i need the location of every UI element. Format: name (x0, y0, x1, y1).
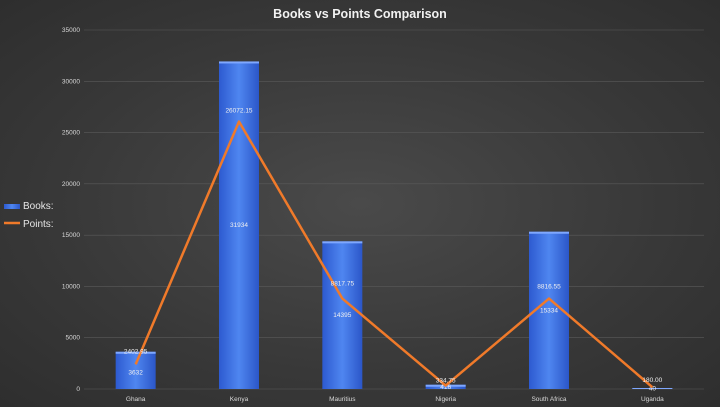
point-value-label: 8817.75 (331, 281, 355, 288)
bar-ghana (115, 351, 156, 389)
y-tick-label: 35000 (62, 27, 80, 34)
legend-books-swatch (4, 204, 20, 209)
x-category-label: South Africa (531, 396, 566, 403)
x-category-label: Mauritius (329, 396, 356, 403)
x-category-label: Ghana (126, 396, 146, 403)
bar-mauritius (322, 241, 363, 389)
bar-value-label: 3632 (128, 369, 143, 376)
y-tick-label: 5000 (66, 335, 81, 342)
bar-highlight (632, 388, 673, 389)
y-tick-label: 10000 (62, 283, 80, 290)
legend-books-label: Books: (23, 201, 54, 212)
y-tick-label: 15000 (62, 232, 80, 239)
point-value-label: 180.00 (642, 377, 662, 384)
bar-value-label: 15334 (540, 307, 558, 314)
y-tick-label: 20000 (62, 181, 80, 188)
point-value-label: 8816.55 (537, 284, 561, 291)
legend-points-label: Points: (23, 219, 54, 230)
point-value-labels: 2402.95 26072.15 8817.75 334.75 8816.55 180.0… (124, 108, 663, 385)
gridlines (84, 29, 704, 390)
bar-nigeria (425, 384, 466, 389)
bar-value-label: 14395 (333, 312, 351, 319)
bar-highlight (529, 231, 569, 234)
y-tick-label: 25000 (62, 130, 80, 137)
x-category-label: Nigeria (435, 396, 456, 403)
legend: Books: Points: (4, 201, 54, 230)
x-axis-categories: Ghana Kenya Mauritius Nigeria South Africa Ug… (126, 396, 664, 403)
x-category-label: Kenya (230, 396, 249, 403)
bar-value-label: 40 (649, 386, 657, 393)
bar-value-label: 416 (440, 384, 451, 391)
bar-kenya (219, 61, 259, 390)
point-value-label: 26072.15 (225, 108, 252, 115)
bar-value-labels: 3632 31934 14395 416 15334 40 (128, 222, 656, 392)
bar-highlight (115, 351, 156, 354)
point-value-label: 334.75 (436, 378, 456, 385)
bar-value-label: 31934 (230, 222, 248, 229)
chart-title: Books vs Points Comparison (273, 7, 447, 21)
x-category-label: Uganda (641, 396, 664, 403)
points-line (134, 120, 654, 389)
books-bars (115, 61, 673, 390)
y-tick-label: 30000 (62, 78, 80, 85)
y-axis-ticks: 0 5000 10000 15000 20000 25000 30000 35000 (62, 27, 80, 393)
bar-highlight (219, 61, 259, 64)
bar-highlight (322, 241, 363, 244)
points-series-line (134, 120, 654, 389)
y-tick-label: 0 (76, 386, 80, 393)
point-value-label: 2402.95 (124, 348, 148, 355)
